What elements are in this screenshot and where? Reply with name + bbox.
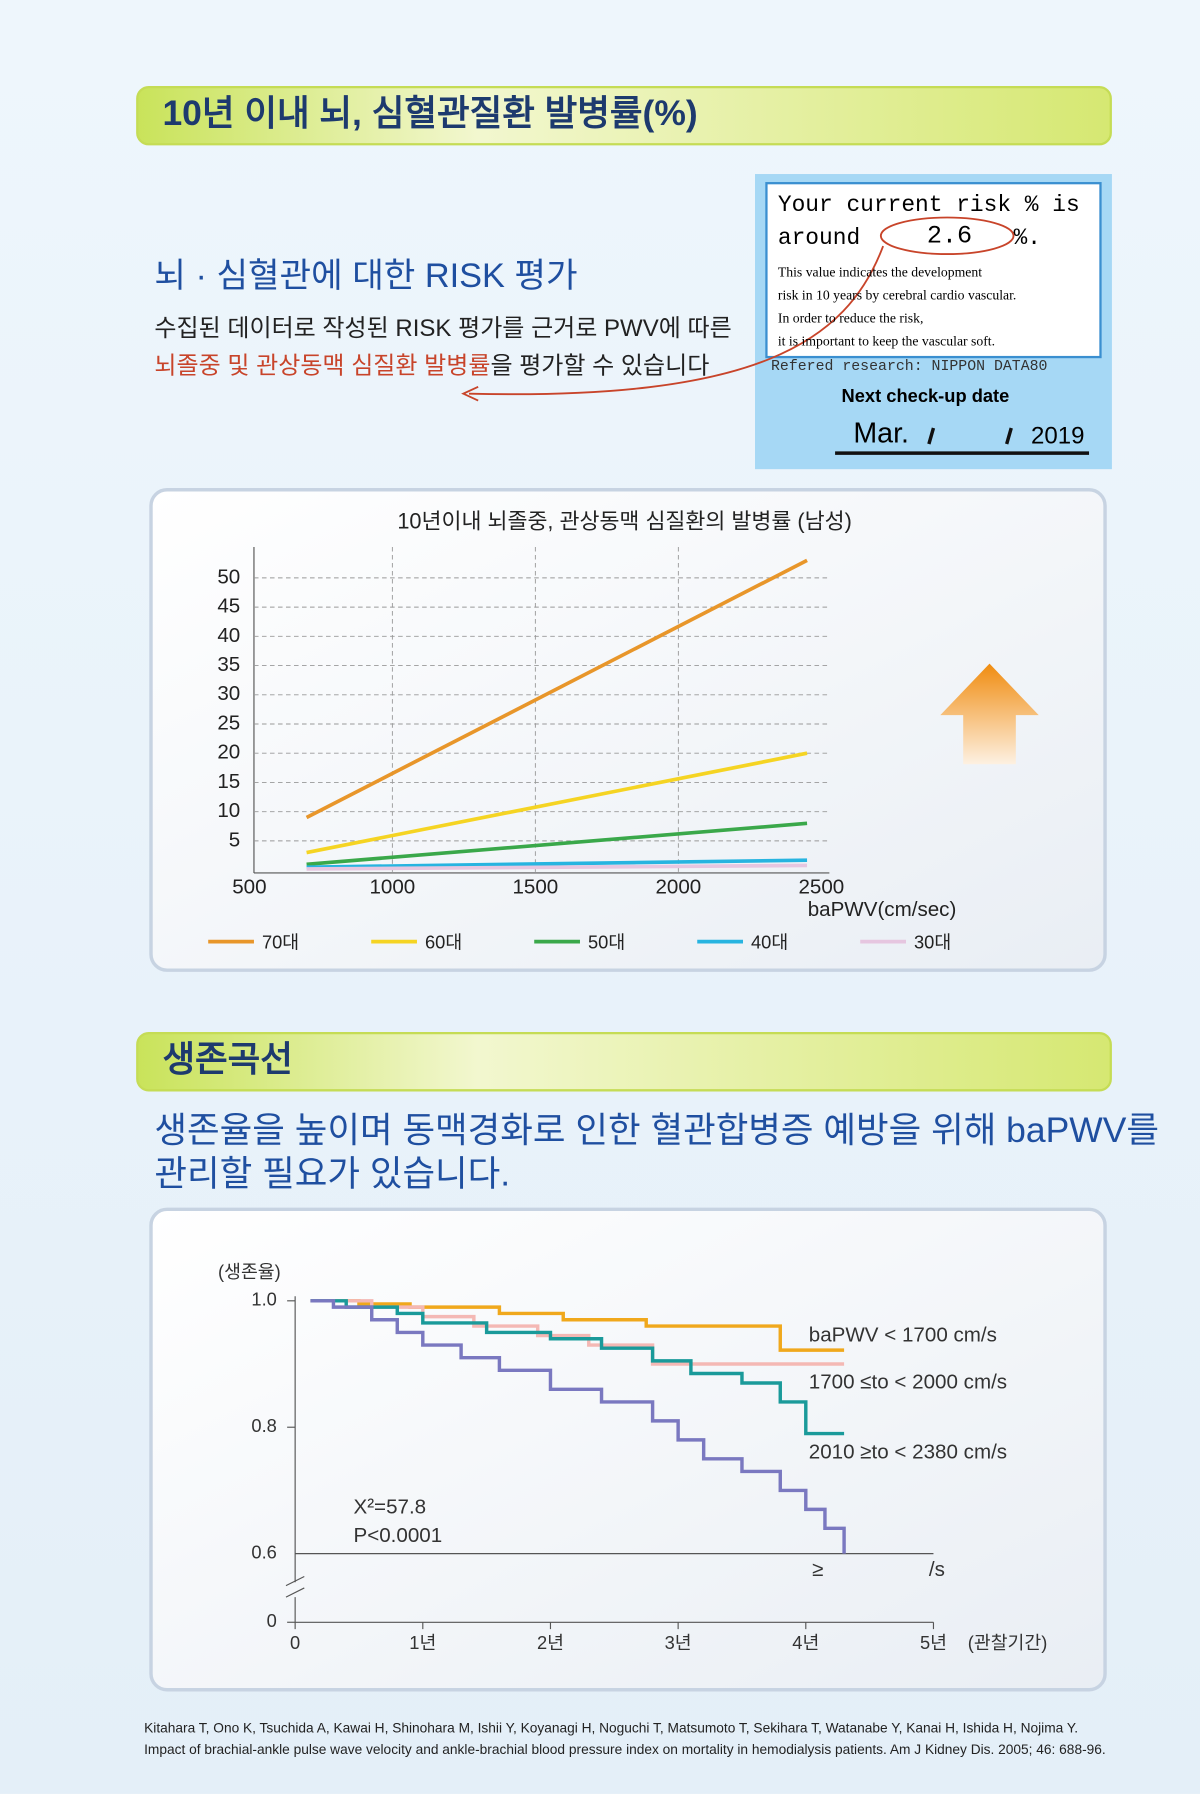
chart-panel bbox=[149, 1207, 1107, 1692]
reference: Refered research: NIPPON DATA80 bbox=[771, 359, 1047, 375]
series-label: 1700 ≤to < 2000 cm/s bbox=[809, 1371, 1007, 1394]
x-tick-label: 1000 bbox=[369, 875, 415, 898]
y-tick-label: 45 bbox=[217, 595, 240, 618]
y-tick-label: 0.8 bbox=[251, 1415, 276, 1436]
series-label: baPWV < 1700 cm/s bbox=[809, 1324, 997, 1347]
y-tick-label: 0 bbox=[267, 1610, 277, 1631]
line bbox=[306, 858, 808, 870]
x-tick-label: 2000 bbox=[655, 875, 701, 898]
legend-label: 40대 bbox=[751, 932, 788, 953]
x-axis-label: baPWV(cm/sec) bbox=[808, 898, 957, 921]
legend-label: 60대 bbox=[425, 932, 462, 953]
section-title: 10년 이내 뇌, 심혈관질환 발병률(%) bbox=[162, 93, 697, 133]
y-tick-label: 40 bbox=[217, 624, 240, 647]
chart-panel bbox=[149, 488, 1107, 972]
y-tick-label: 35 bbox=[217, 653, 240, 676]
circle-mark bbox=[879, 216, 1015, 256]
risk-note: This value indicates the development bbox=[778, 265, 982, 280]
annotation: ≥ bbox=[812, 1558, 823, 1581]
headline: 생존율을 높이며 동맥경화로 인한 혈관합병증 예방을 위해 baPWV를 bbox=[154, 1110, 1159, 1150]
y-tick-label: 1.0 bbox=[251, 1289, 276, 1310]
risk-unit: %. bbox=[1014, 225, 1041, 251]
risk-line: Your current risk % is bbox=[778, 192, 1080, 218]
y-axis-label: (생존율) bbox=[218, 1261, 281, 1282]
x-tick-label: 1년 bbox=[409, 1632, 436, 1653]
line bbox=[305, 558, 808, 820]
citation: Kitahara T, Ono K, Tsuchida A, Kawai H, … bbox=[144, 1720, 1078, 1735]
axis-break bbox=[285, 1575, 305, 1598]
y-tick-label: 0.6 bbox=[251, 1541, 276, 1562]
y-tick-label: 30 bbox=[217, 682, 240, 705]
section-bar bbox=[136, 85, 1112, 146]
survival-curve bbox=[310, 1299, 845, 1352]
y-tick-label: 50 bbox=[217, 565, 240, 588]
annotation: P<0.0001 bbox=[353, 1524, 442, 1547]
survival-curve bbox=[310, 1299, 846, 1554]
survival-curve bbox=[310, 1299, 845, 1436]
x-tick-label: 2년 bbox=[537, 1632, 564, 1653]
annotation: X²=57.8 bbox=[353, 1495, 426, 1518]
x-tick-label: 0 bbox=[290, 1632, 300, 1653]
risk-value: 2.6 bbox=[927, 221, 972, 250]
section-title: 생존곡선 bbox=[162, 1039, 292, 1079]
year: 2019 bbox=[1031, 422, 1084, 449]
description: 뇌졸중 및 관상동맥 심질환 발병률을 평가할 수 있습니다 bbox=[154, 353, 709, 380]
legend-label: 50대 bbox=[588, 932, 625, 953]
y-tick-label: 10 bbox=[217, 799, 240, 822]
x-tick-label: 500 bbox=[232, 875, 266, 898]
heading: 뇌 · 심혈관에 대한 RISK 평가 bbox=[154, 257, 577, 295]
arrow bbox=[461, 245, 884, 402]
section-bar bbox=[136, 1031, 1112, 1092]
x-tick-label: 4년 bbox=[792, 1632, 819, 1653]
x-tick-label: 3년 bbox=[665, 1632, 692, 1653]
risk-box bbox=[765, 182, 1102, 359]
x-axis-label: (관찰기간) bbox=[968, 1632, 1048, 1653]
risk-note: it is important to keep the vascular sof… bbox=[778, 333, 995, 348]
headline: 관리할 필요가 있습니다. bbox=[154, 1153, 510, 1193]
risk-note: risk in 10 years by cerebral cardio vasc… bbox=[778, 288, 1016, 303]
highlight: 뇌졸중 및 관상동맥 심질환 발병률 bbox=[154, 353, 490, 380]
slash bbox=[927, 427, 1013, 445]
y-tick-label: 25 bbox=[217, 711, 240, 734]
risk-note: In order to reduce the risk, bbox=[778, 310, 924, 325]
description-end: 을 평가할 수 있습니다 bbox=[490, 353, 709, 380]
y-tick-label: 20 bbox=[217, 741, 240, 764]
line bbox=[306, 821, 808, 867]
legend-label: 70대 bbox=[262, 932, 299, 953]
description: 수집된 데이터로 작성된 RISK 평가를 근거로 PWV에 따른 bbox=[154, 315, 731, 342]
legend-label: 30대 bbox=[914, 932, 951, 953]
next-label: Next check-up date bbox=[842, 385, 1010, 406]
x-tick-label: 5년 bbox=[920, 1632, 947, 1653]
line bbox=[306, 751, 808, 855]
risk-line: around bbox=[778, 225, 860, 251]
citation: Impact of brachial-ankle pulse wave velo… bbox=[144, 1742, 1106, 1757]
x-tick-label: 1500 bbox=[512, 875, 558, 898]
annotation: /s bbox=[929, 1558, 945, 1581]
y-tick-label: 5 bbox=[229, 828, 240, 851]
line bbox=[306, 863, 808, 871]
x-tick-label: 2500 bbox=[798, 875, 844, 898]
chart-title: 10년이내 뇌졸중, 관상동맥 심질환의 발병률 (남성) bbox=[397, 509, 851, 534]
series-label: 2010 ≥to < 2380 cm/s bbox=[809, 1440, 1007, 1463]
y-tick-label: 15 bbox=[217, 770, 240, 793]
month: Mar. bbox=[853, 417, 909, 449]
up-arrow bbox=[940, 663, 1039, 765]
